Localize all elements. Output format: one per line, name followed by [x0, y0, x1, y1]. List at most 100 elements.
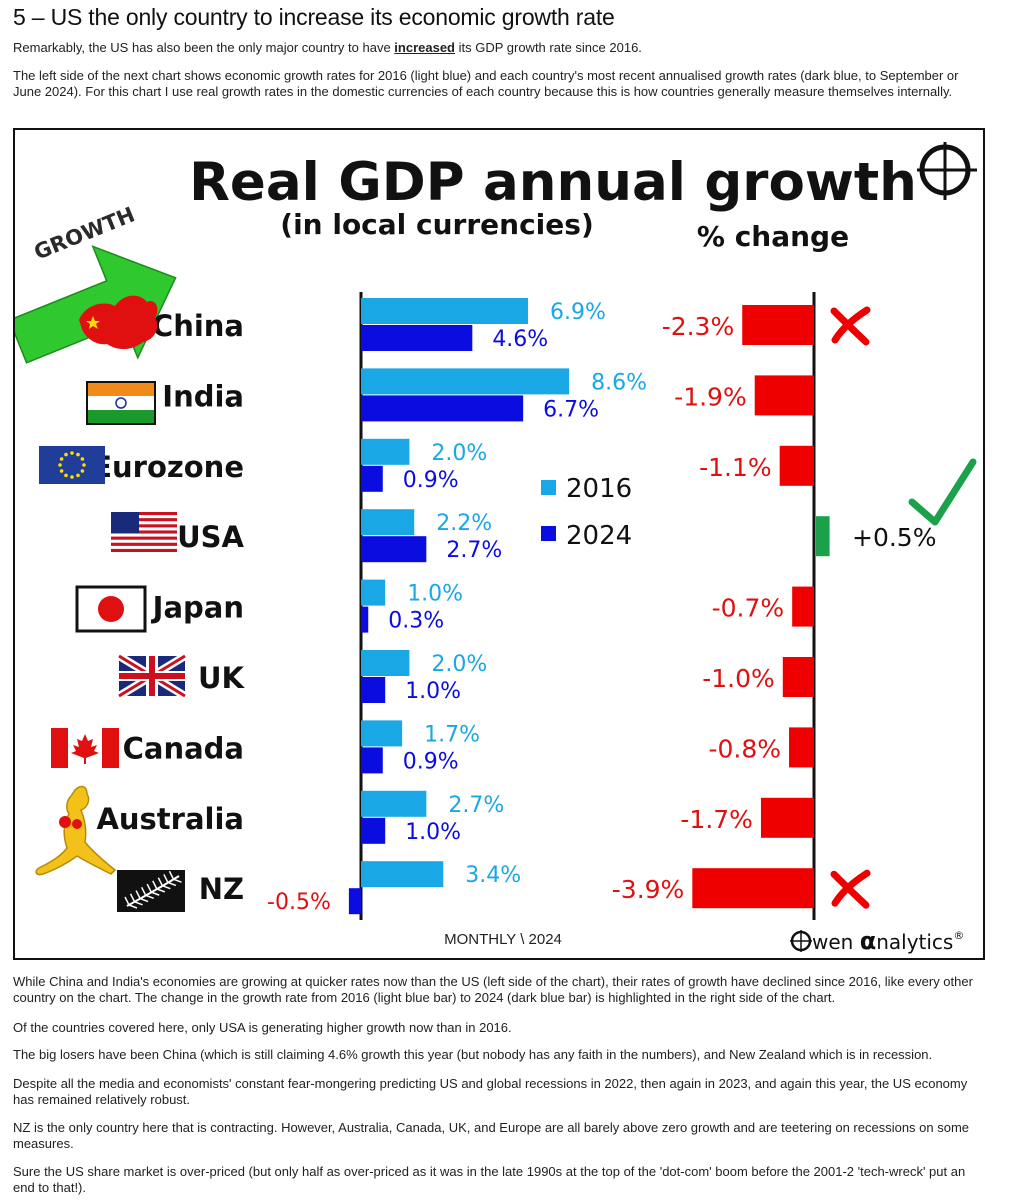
- brand-logo: wen αnalytics®: [790, 927, 964, 955]
- crosshair-icon: [917, 142, 977, 200]
- bar-2024: [361, 536, 427, 563]
- bar-2016: [361, 368, 570, 395]
- bar-2016: [361, 298, 528, 324]
- label-2016: 1.0%: [407, 582, 463, 607]
- change-label: -1.9%: [674, 382, 747, 411]
- country-label: USA: [177, 520, 244, 554]
- uk-flag-icon: [116, 652, 188, 700]
- label-2024: 0.3%: [388, 609, 444, 634]
- bar-2024: [361, 817, 386, 844]
- chart-row: China 6.9%4.6% -2.3%: [152, 298, 814, 352]
- change-label: -1.7%: [680, 805, 753, 834]
- label-2016: 8.6%: [591, 370, 647, 395]
- change-label: +0.5%: [852, 523, 936, 552]
- eu-flag-icon: [39, 446, 105, 484]
- change-label: -1.1%: [699, 453, 772, 482]
- body-paragraph: NZ is the only country here that is cont…: [13, 1120, 970, 1151]
- change-bar: [792, 586, 814, 627]
- legend-swatch-2024: [541, 526, 556, 541]
- label-2016: 2.0%: [431, 652, 487, 677]
- change-bar: [692, 868, 814, 909]
- label-2024: 1.0%: [405, 679, 461, 704]
- canada-flag-icon: [51, 728, 119, 768]
- chart-row: India 8.6%6.7% -1.9%: [162, 368, 814, 422]
- label-2024: 0.9%: [403, 749, 459, 774]
- label-2016: 2.2%: [436, 511, 492, 536]
- gdp-growth-chart: GROWTH Real GDP annual growth (in local …: [13, 128, 985, 960]
- change-label: -3.9%: [612, 875, 685, 904]
- bar-2024: [361, 606, 369, 633]
- right-header: % change: [697, 220, 849, 253]
- usa-flag-icon: [111, 512, 177, 552]
- change-bar: [760, 797, 814, 838]
- chart-canvas: GROWTH Real GDP annual growth (in local …: [15, 142, 977, 955]
- country-label: Japan: [151, 591, 244, 625]
- change-bar: [754, 375, 814, 416]
- bar-2016: [361, 509, 415, 536]
- country-label: NZ: [199, 872, 244, 906]
- bar-2016: [361, 861, 444, 888]
- change-bar: [742, 305, 814, 345]
- change-label: -0.8%: [708, 734, 781, 763]
- bar-2024: [361, 395, 524, 422]
- bar-2016: [361, 650, 410, 676]
- chart-row: NZ 3.4% -0.5% -3.9%: [199, 861, 814, 915]
- emphasis-increased: increased: [394, 40, 455, 55]
- svg-text:wen αnalytics®: wen αnalytics®: [812, 927, 964, 955]
- legend-label-2016: 2016: [566, 474, 632, 504]
- change-label: -1.0%: [702, 664, 775, 693]
- bar-2024: [361, 747, 383, 774]
- bar-2024: [361, 465, 383, 492]
- label-2016: 6.9%: [550, 300, 606, 325]
- body-paragraph: Sure the US share market is over-priced …: [13, 1164, 966, 1195]
- chart-legend: 2016 2024: [541, 474, 632, 551]
- silver-fern-icon: [117, 870, 185, 912]
- body-paragraph: The big losers have been China (which is…: [13, 1047, 933, 1062]
- country-label: Canada: [123, 731, 244, 765]
- change-bar: [789, 727, 814, 768]
- body-paragraph: While China and India's economies are gr…: [13, 974, 973, 1005]
- label-2016: 2.7%: [448, 793, 504, 818]
- label-2024: 2.7%: [446, 538, 502, 563]
- country-label: Australia: [96, 802, 244, 836]
- chart-row: Australia 2.7%1.0% -1.7%: [96, 790, 814, 845]
- chart-row: Canada 1.7%0.9% -0.8%: [123, 720, 814, 774]
- growth-badge-text: GROWTH: [31, 202, 139, 264]
- country-label: UK: [198, 661, 246, 695]
- chart-title: Real GDP annual growth: [189, 152, 917, 213]
- india-flag-icon: [86, 381, 156, 425]
- chart-row: Eurozone 2.0%0.9% -1.1%: [92, 438, 814, 493]
- label-2024: -0.5%: [267, 890, 331, 915]
- chart-row: UK 2.0%1.0% -1.0%: [198, 650, 814, 704]
- chart-subtitle: (in local currencies): [280, 208, 593, 241]
- country-label: Eurozone: [92, 450, 244, 484]
- kangaroo-icon: [35, 785, 117, 876]
- growth-badge: GROWTH: [15, 202, 177, 364]
- bar-2016: [361, 720, 403, 747]
- label-2024: 0.9%: [403, 468, 459, 493]
- label-2016: 3.4%: [465, 863, 521, 888]
- legend-label-2024: 2024: [566, 521, 632, 551]
- cross-mark-icon: [830, 306, 871, 346]
- article-heading: 5 – US the only country to increase its …: [13, 4, 615, 30]
- change-bar: [779, 445, 814, 486]
- china-flag-icon: [79, 295, 158, 350]
- intro-paragraph: Remarkably, the US has also been the onl…: [13, 40, 642, 55]
- label-2016: 2.0%: [431, 441, 487, 466]
- body-paragraph: Of the countries covered here, only USA …: [13, 1020, 512, 1035]
- label-2024: 4.6%: [492, 327, 548, 352]
- bar-2024: [348, 888, 361, 915]
- bar-2024: [361, 325, 473, 351]
- label-2016: 1.7%: [424, 722, 480, 747]
- japan-flag-icon: [75, 585, 147, 633]
- bar-2016: [361, 438, 410, 465]
- chart-footer: MONTHLY \ 2024: [444, 931, 562, 948]
- legend-swatch-2016: [541, 480, 556, 495]
- brand-crosshair-icon: [790, 930, 812, 952]
- bar-2016: [361, 790, 427, 817]
- country-label: India: [162, 379, 244, 413]
- change-bar: [782, 657, 814, 697]
- chart-row: USA 2.2%2.7% +0.5%: [177, 509, 936, 563]
- country-label: China: [152, 309, 244, 343]
- bar-2016: [361, 579, 386, 606]
